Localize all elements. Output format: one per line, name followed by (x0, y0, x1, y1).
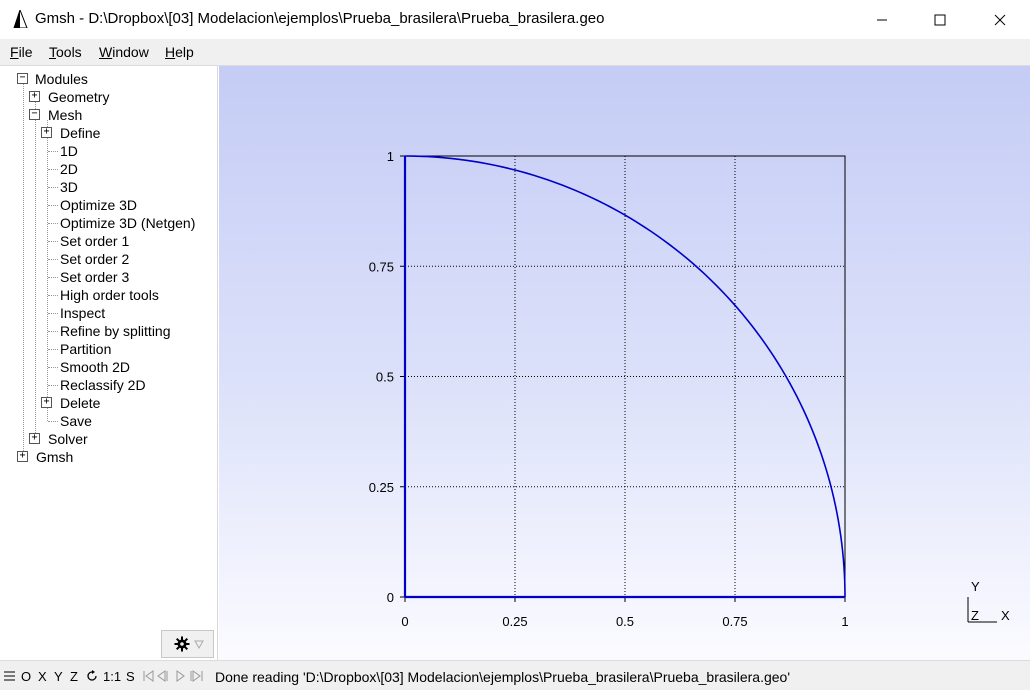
tree-label: Mesh (48, 107, 83, 123)
dropdown-arrow-icon (194, 640, 204, 649)
mesh-plot[interactable]: 00 0.25 0.25 0.5 0.5 0.75 0.75 1 1 Y Z X (219, 66, 1030, 660)
graphic-window[interactable]: 0 0 0.25 0.25 0.5 0.5 0.75 0.75 1 1 Y Z X (219, 66, 1030, 660)
view-z-button[interactable]: Z (70, 669, 78, 684)
settings-button[interactable] (161, 630, 214, 658)
y-tick-label: 0.75 (369, 259, 394, 274)
gear-icon (174, 636, 190, 652)
tree-line (48, 313, 58, 314)
y-tick-label: 1 (387, 149, 394, 164)
tree-line (48, 169, 58, 170)
y-tick-label: 0 (387, 590, 394, 605)
minimize-icon (877, 19, 887, 20)
close-button[interactable] (970, 0, 1030, 39)
tree-line (48, 385, 58, 386)
tree-node-2d[interactable]: 2D (60, 161, 78, 177)
tree-node-1d[interactable]: 1D (60, 143, 78, 159)
tree-label: Define (60, 125, 101, 141)
tree-node-high-order-tools[interactable]: High order tools (60, 287, 159, 303)
view-o-button[interactable]: O (21, 669, 32, 684)
tree-line (48, 421, 58, 422)
tree-node-set-order-3[interactable]: Set order 3 (60, 269, 130, 285)
view-y-button[interactable]: Y (54, 669, 63, 684)
menu-bar: File Tools Window Help (0, 39, 1030, 66)
tree-node-optimize-3d[interactable]: Optimize 3D (60, 197, 138, 213)
menu-file[interactable]: File (10, 44, 33, 60)
tree-line (23, 84, 24, 457)
status-message: Done reading 'D:\Dropbox\[03] Modelacion… (215, 669, 791, 685)
view-x-button[interactable]: X (38, 669, 47, 684)
title-bar: Gmsh - D:\Dropbox\[03] Modelacion\ejempl… (0, 0, 1030, 39)
menu-help[interactable]: Help (165, 44, 194, 60)
x-tick-label: 0.75 (722, 614, 747, 629)
tree-line (48, 331, 58, 332)
quarter-circle-curve (404, 155, 846, 598)
x-tick-label: 0 (401, 614, 408, 629)
maximize-icon (934, 14, 946, 25)
status-bar: O X Y Z 1:1 S Done reading 'D:\Dropbox\[… (0, 660, 1030, 690)
menu-window[interactable]: Window (99, 44, 149, 60)
tree-node-set-order-2[interactable]: Set order 2 (60, 251, 130, 267)
tree-line (48, 151, 58, 152)
playback-controls[interactable] (143, 670, 203, 682)
tree-node-optimize-3d-netgen[interactable]: Optimize 3D (Netgen) (60, 215, 196, 231)
tree-node-save[interactable]: Save (60, 413, 92, 429)
tree-line (48, 349, 58, 350)
x-tick-label: 1 (841, 614, 848, 629)
tree-node-smooth-2d[interactable]: Smooth 2D (60, 359, 131, 375)
select-s-button[interactable]: S (126, 669, 135, 684)
collapse-icon[interactable]: − (17, 73, 28, 84)
axes-triad: Y Z X (967, 579, 1010, 623)
triad-x-label: X (1001, 608, 1010, 623)
tree-label: Solver (48, 431, 88, 447)
expand-icon[interactable]: + (41, 397, 52, 408)
module-tree: − Modules + Geometry − Mesh + Define 1D … (0, 66, 218, 660)
tree-line (48, 295, 58, 296)
maximize-button[interactable] (910, 0, 970, 39)
tree-node-set-order-1[interactable]: Set order 1 (60, 233, 130, 249)
triad-z-label: Z (971, 608, 979, 623)
tree-line (48, 241, 58, 242)
close-icon (994, 14, 1006, 25)
expand-icon[interactable]: + (29, 91, 40, 102)
tree-label: Modules (35, 71, 88, 87)
gmsh-logo-icon (13, 10, 28, 28)
tree-node-reclassify-2d[interactable]: Reclassify 2D (60, 377, 146, 393)
x-tick-label: 0.25 (502, 614, 527, 629)
triad-y-label: Y (971, 579, 980, 594)
tree-line (48, 187, 58, 188)
expand-icon[interactable]: + (41, 127, 52, 138)
tree-node-refine-by-splitting[interactable]: Refine by splitting (60, 323, 171, 339)
expand-icon[interactable]: + (17, 451, 28, 462)
tree-line (48, 259, 58, 260)
tree-node-3d[interactable]: 3D (60, 179, 78, 195)
tree-label: Geometry (48, 89, 110, 105)
tree-line (35, 102, 36, 439)
tree-line (48, 223, 58, 224)
collapse-icon[interactable]: − (29, 109, 40, 120)
tree-label: Delete (60, 395, 101, 411)
tree-line (48, 205, 58, 206)
y-tick-label: 0.25 (369, 480, 394, 495)
menu-tools[interactable]: Tools (49, 44, 82, 60)
scale-1-1-button[interactable]: 1:1 (103, 669, 122, 684)
rotate-icon[interactable] (86, 670, 98, 682)
tree-line (48, 277, 58, 278)
expand-icon[interactable]: + (29, 433, 40, 444)
menu-icon[interactable] (4, 671, 15, 681)
window-title: Gmsh - D:\Dropbox\[03] Modelacion\ejempl… (35, 10, 605, 27)
x-tick-label: 0.5 (616, 614, 634, 629)
tree-line (47, 120, 48, 421)
minimize-button[interactable] (852, 0, 912, 39)
tree-node-partition[interactable]: Partition (60, 341, 112, 357)
tree-label: Gmsh (36, 449, 74, 465)
tree-line (48, 367, 58, 368)
tree-node-inspect[interactable]: Inspect (60, 305, 106, 321)
y-tick-label: 0.5 (376, 370, 394, 385)
